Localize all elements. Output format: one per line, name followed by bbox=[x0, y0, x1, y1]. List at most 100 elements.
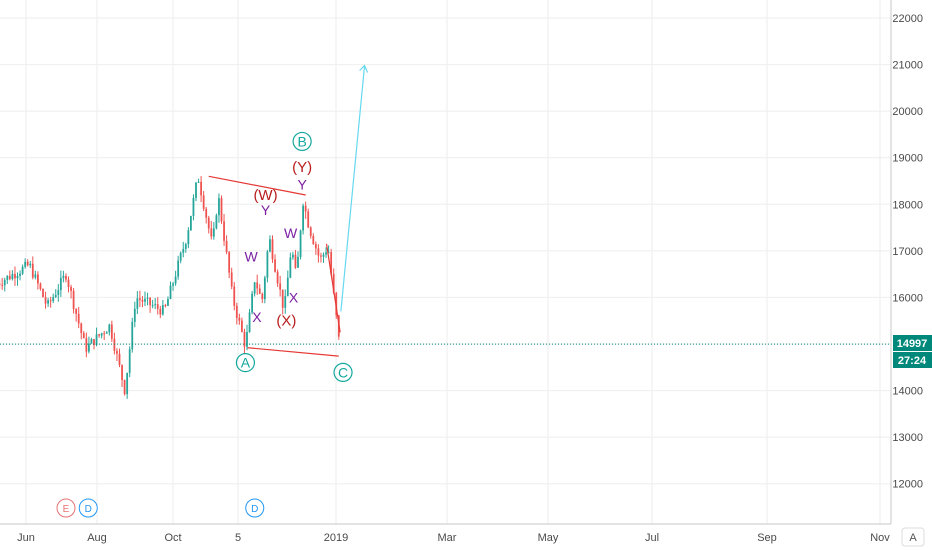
wave-label: (W) bbox=[253, 187, 277, 204]
candle bbox=[238, 313, 241, 325]
candle bbox=[215, 213, 218, 230]
trendline-1[interactable] bbox=[247, 347, 339, 357]
candle bbox=[241, 317, 243, 333]
wave-label: (Y) bbox=[292, 159, 312, 176]
candle bbox=[47, 297, 49, 308]
candle bbox=[90, 337, 93, 344]
candle bbox=[6, 275, 9, 284]
candle bbox=[228, 250, 231, 279]
candle bbox=[192, 194, 195, 221]
x-tick-label: Jun bbox=[17, 532, 35, 544]
x-tick-label: May bbox=[538, 532, 559, 544]
candle bbox=[123, 379, 126, 396]
candle bbox=[182, 241, 185, 258]
candle bbox=[276, 269, 279, 287]
candle bbox=[261, 292, 264, 303]
x-tick-label: 5 bbox=[235, 532, 241, 544]
candle bbox=[116, 348, 118, 362]
candle bbox=[292, 251, 294, 260]
wave-label: Y bbox=[297, 176, 307, 192]
candle bbox=[52, 293, 55, 304]
event-marker[interactable]: E bbox=[56, 498, 76, 518]
candle bbox=[156, 297, 159, 315]
event-marker[interactable]: D bbox=[78, 498, 98, 518]
candle bbox=[281, 289, 284, 315]
wave-label: Y bbox=[261, 202, 271, 218]
time-axis[interactable]: Jun Aug Oct 5 2019 Mar May Jul Sep Nov bbox=[17, 532, 890, 544]
candle bbox=[205, 207, 208, 224]
wave-label-B: B bbox=[292, 131, 312, 152]
x-tick-label: Jul bbox=[645, 532, 659, 544]
candle bbox=[100, 332, 103, 339]
wave-label: (X) bbox=[276, 313, 296, 330]
candle bbox=[77, 306, 80, 329]
candle bbox=[80, 322, 83, 340]
auto-scale-button[interactable]: A bbox=[901, 527, 925, 547]
y-tick-label: 12000 bbox=[892, 479, 923, 491]
candle bbox=[14, 266, 16, 286]
candle bbox=[136, 291, 139, 315]
candle bbox=[72, 288, 75, 314]
candle bbox=[164, 303, 167, 308]
candle bbox=[223, 214, 225, 246]
candle bbox=[325, 247, 327, 258]
candle bbox=[307, 208, 310, 229]
candle bbox=[230, 267, 233, 290]
y-tick-label: 21000 bbox=[892, 60, 923, 72]
candle bbox=[294, 250, 297, 269]
candle bbox=[67, 276, 70, 293]
candle bbox=[49, 296, 52, 308]
candle bbox=[144, 291, 146, 307]
candle bbox=[24, 258, 27, 269]
candle bbox=[184, 242, 187, 253]
candle bbox=[172, 281, 174, 291]
candle bbox=[133, 301, 136, 328]
candle bbox=[187, 227, 190, 249]
candle bbox=[210, 220, 213, 240]
event-marker[interactable]: D bbox=[245, 498, 265, 518]
candle bbox=[154, 297, 157, 310]
candle bbox=[42, 288, 44, 298]
event-marker-label: D bbox=[85, 504, 92, 515]
candle bbox=[146, 292, 149, 306]
candle bbox=[11, 270, 14, 281]
candle bbox=[19, 270, 21, 281]
x-tick-label: 2019 bbox=[324, 532, 348, 544]
y-tick-label: 14000 bbox=[892, 386, 923, 398]
candle bbox=[309, 226, 312, 239]
candle bbox=[149, 297, 151, 313]
candle bbox=[269, 235, 271, 253]
candle bbox=[118, 348, 121, 368]
candle bbox=[59, 270, 62, 297]
y-tick-label: 18000 bbox=[892, 199, 923, 211]
candle bbox=[286, 270, 289, 297]
candle bbox=[34, 270, 37, 280]
candle bbox=[233, 282, 236, 311]
y-tick-label: 17000 bbox=[892, 246, 923, 258]
projection-arrow[interactable] bbox=[340, 65, 366, 312]
candle bbox=[121, 364, 123, 388]
y-tick-label: 19000 bbox=[892, 153, 923, 165]
wave-label: W bbox=[245, 248, 259, 264]
candle-series bbox=[0, 176, 340, 399]
svg-text:C: C bbox=[338, 364, 348, 380]
x-tick-label: Oct bbox=[164, 532, 181, 544]
candle bbox=[167, 296, 169, 306]
wave-label: X bbox=[289, 289, 299, 305]
candle bbox=[169, 281, 172, 300]
drawing-layer[interactable] bbox=[0, 64, 891, 357]
candle bbox=[207, 215, 210, 234]
candle bbox=[88, 336, 90, 354]
candle bbox=[26, 259, 29, 267]
candle bbox=[95, 327, 98, 347]
candle bbox=[200, 176, 202, 203]
candle bbox=[139, 290, 141, 307]
trendline-0[interactable] bbox=[208, 175, 306, 196]
auto-scale-label: A bbox=[909, 532, 917, 544]
trendline-2[interactable] bbox=[325, 243, 341, 333]
candle bbox=[159, 305, 162, 319]
candle bbox=[235, 302, 238, 325]
candle bbox=[29, 260, 32, 269]
